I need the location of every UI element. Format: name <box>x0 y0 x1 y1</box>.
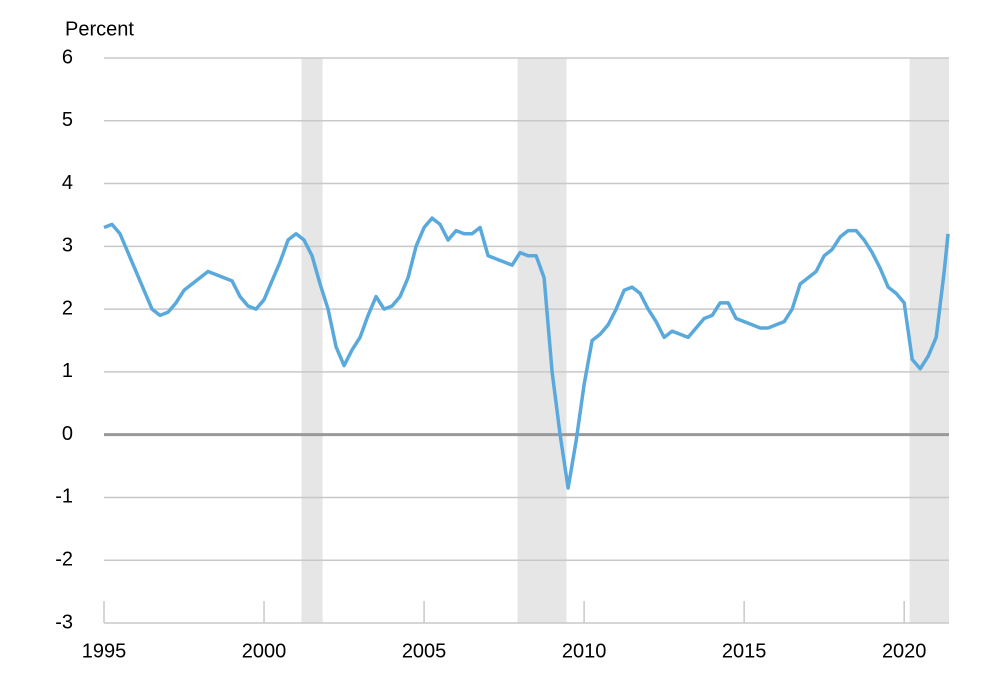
y-axis-label: Percent <box>65 18 134 40</box>
y-tick-label: 2 <box>62 297 73 319</box>
x-tick-label: 1995 <box>82 640 127 662</box>
y-tick-label: -1 <box>55 486 73 508</box>
y-tick-label: 4 <box>62 172 73 194</box>
x-tick-label: 2020 <box>882 640 927 662</box>
x-tick-label: 2015 <box>722 640 767 662</box>
y-tick-label: 3 <box>62 235 73 257</box>
x-tick-label: 2010 <box>562 640 607 662</box>
recession-band <box>909 58 949 623</box>
x-tick-label: 2005 <box>402 640 447 662</box>
y-tick-label: 5 <box>62 109 73 131</box>
y-tick-label: 1 <box>62 360 73 382</box>
y-tick-label: -3 <box>55 611 73 633</box>
x-tick-label: 2000 <box>242 640 287 662</box>
y-tick-label: 6 <box>62 46 73 68</box>
recession-band <box>301 58 323 623</box>
y-tick-label: 0 <box>62 423 73 445</box>
y-tick-label: -2 <box>55 549 73 571</box>
data-line <box>103 216 950 490</box>
recession-band <box>517 58 567 623</box>
